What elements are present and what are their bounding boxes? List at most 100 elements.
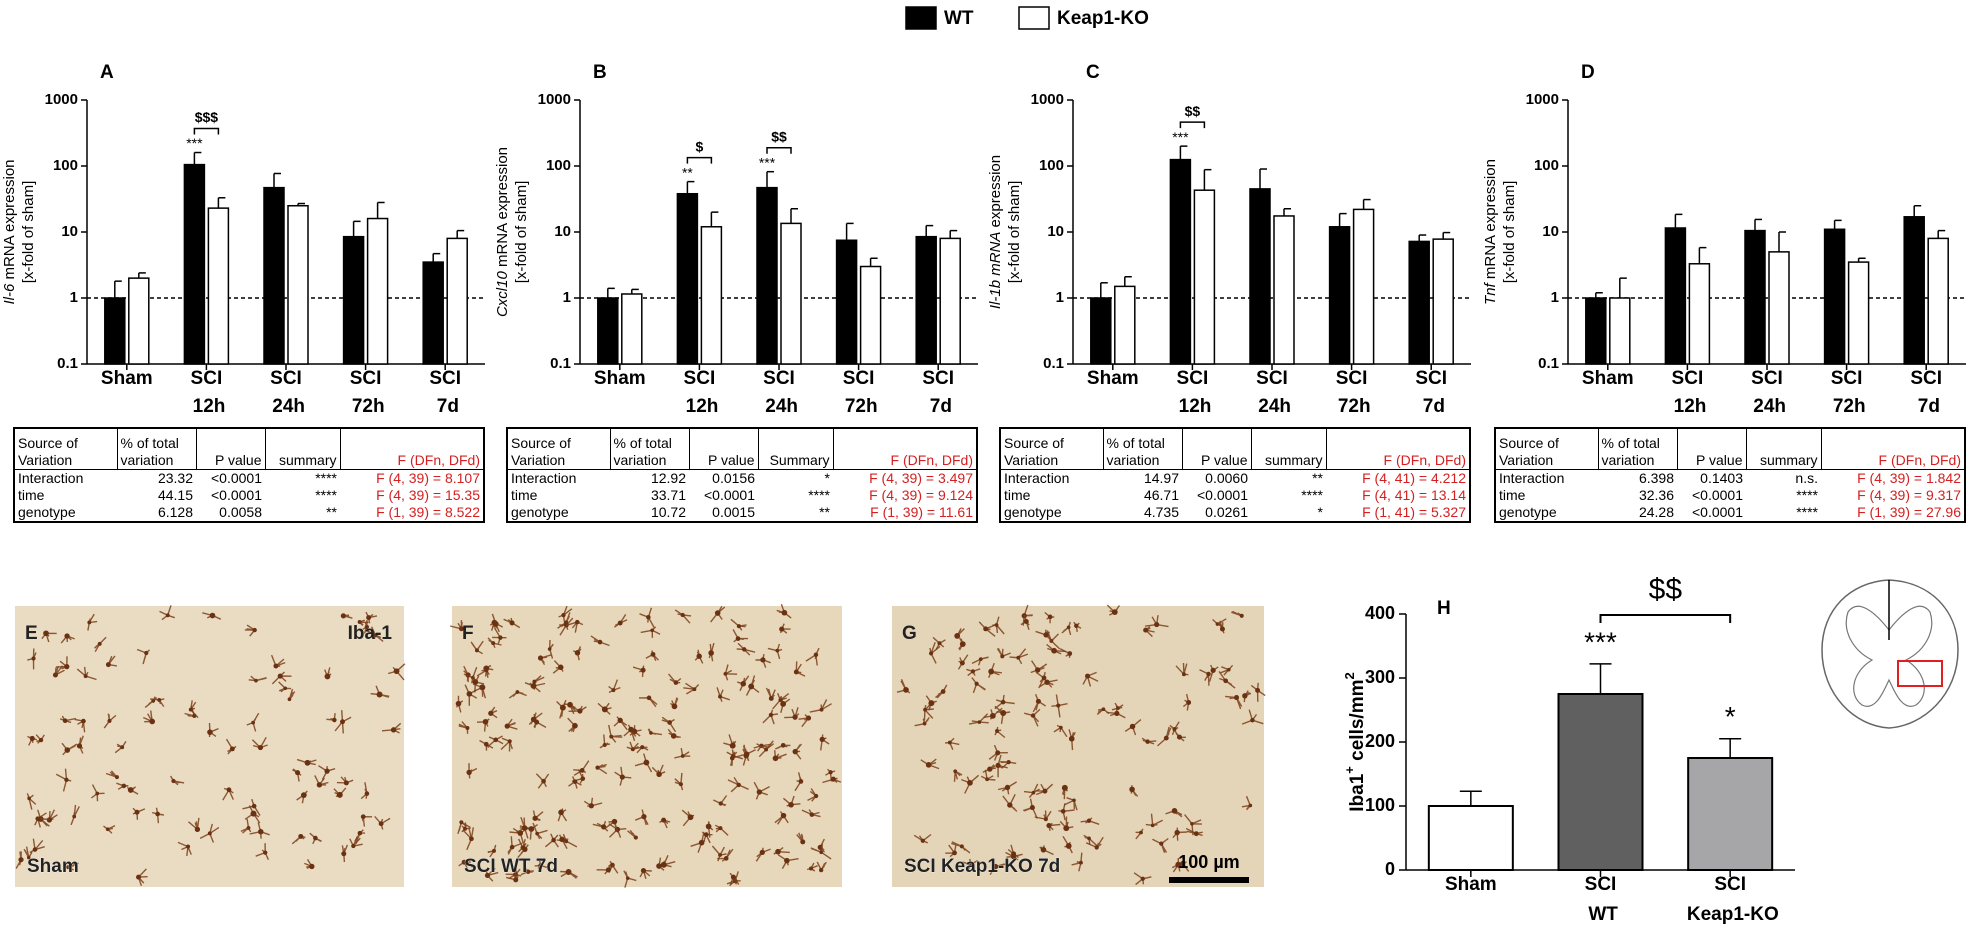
- microglia-body: [937, 641, 942, 646]
- y-tick-label: 10: [554, 223, 571, 240]
- y-axis-label: Il-1b mRNA expression: [987, 155, 1004, 309]
- x-tick-label: SCI 12h: [1173, 368, 1211, 417]
- legend-label: Keap1-KO: [1057, 8, 1149, 29]
- table-cell: F (4, 39) = 8.107: [376, 470, 480, 486]
- microglia-body: [1255, 687, 1261, 693]
- table-cell: Interaction: [511, 470, 577, 486]
- bar: [1768, 251, 1790, 365]
- microglia-body: [1066, 625, 1071, 630]
- microglia-body: [107, 718, 112, 723]
- microglia-body: [788, 801, 794, 808]
- microglia-cell: [776, 603, 792, 619]
- microglia-body: [954, 633, 961, 639]
- y-tick-label: 1000: [45, 91, 78, 108]
- table-cell: <0.0001: [704, 487, 755, 503]
- microglia-body: [273, 663, 279, 669]
- bar: [780, 222, 802, 365]
- microglia-body: [1190, 822, 1194, 826]
- microglia-body: [925, 762, 932, 768]
- microglia-cell: [59, 715, 77, 724]
- microglia-body: [760, 657, 766, 663]
- x-tick-label: SCI 72h: [1828, 368, 1866, 417]
- microglia-cell: [1082, 671, 1099, 687]
- microglia-body: [165, 613, 170, 618]
- microglia-cell: [1061, 621, 1072, 636]
- microglia-cell: [61, 742, 78, 756]
- microglia-cell: [596, 864, 615, 875]
- microglia-body: [114, 775, 119, 780]
- label-line: SCI: [350, 368, 382, 389]
- microglia-body: [251, 803, 257, 809]
- label-line: 12h: [1173, 396, 1211, 417]
- microglia-body: [1016, 655, 1021, 660]
- microglia-body: [705, 823, 712, 830]
- spinal-cord-outline: [1821, 579, 1959, 729]
- microglia-cell: [989, 863, 1007, 875]
- microglia-body: [254, 678, 258, 683]
- microglia-cell: [681, 809, 695, 827]
- microglia-cell: [249, 822, 270, 839]
- microglia-body: [538, 863, 544, 869]
- microglia-cell: [1034, 810, 1052, 820]
- microglia-body: [1060, 808, 1066, 814]
- microglia-cell: [571, 769, 584, 784]
- microglia-body: [105, 827, 110, 832]
- x-tick-label: SCI 72h: [840, 368, 878, 417]
- microglia-body: [819, 736, 825, 743]
- bar: [1114, 285, 1136, 365]
- microglia-body: [680, 612, 685, 618]
- microglia-cell: [568, 705, 587, 712]
- microglia-body: [579, 768, 585, 773]
- microglia-body: [35, 816, 41, 821]
- bar: [207, 207, 230, 365]
- microglia-cell: [334, 710, 352, 734]
- table-cell: Interaction: [18, 470, 84, 486]
- bar: [1585, 297, 1607, 365]
- comparison-label: $$: [771, 128, 787, 144]
- comparison-bracket: [193, 127, 220, 135]
- microglia-cell: [365, 626, 384, 642]
- microglia-cell: [988, 662, 1002, 678]
- microglia-body: [1063, 825, 1070, 832]
- x-tick-label: SCI 12h: [680, 368, 718, 417]
- microglia-cell: [980, 769, 996, 781]
- microglia-body: [561, 612, 566, 618]
- microglia-body: [537, 655, 544, 661]
- microglia-cell: [1085, 836, 1104, 849]
- microglia-cell: [1022, 604, 1033, 626]
- microglia-body: [784, 857, 790, 864]
- x-tick-label: SCI 12h: [187, 368, 225, 417]
- microglia-body: [575, 619, 580, 625]
- microglia-cell: [713, 795, 728, 807]
- microglia-body: [155, 811, 160, 817]
- y-axis-label-gene: Cxcl10: [494, 271, 511, 318]
- table-cell: 0.1403: [1700, 470, 1743, 486]
- label-line: Keap1-KO: [1682, 904, 1779, 925]
- microglia-body: [625, 876, 630, 880]
- microglia-cell: [248, 675, 267, 682]
- table-cell: 33.71: [650, 487, 686, 503]
- microglia-body: [1111, 609, 1118, 616]
- microglia-body: [947, 740, 952, 745]
- microglia-body: [105, 662, 111, 668]
- microglia-cell: [487, 637, 502, 649]
- microglia-cell: [137, 868, 148, 887]
- microglia-cell: [674, 772, 684, 791]
- microglia-cell: [796, 832, 804, 843]
- microglia-cell: [450, 620, 463, 630]
- microglia-body: [778, 698, 783, 702]
- y-tick-label: 100: [53, 157, 78, 174]
- microglia-body: [1239, 613, 1244, 618]
- microglia-cell: [674, 609, 692, 624]
- microglia-body: [967, 779, 973, 786]
- microglia-cell: [683, 682, 700, 695]
- microglia-body: [1180, 860, 1186, 867]
- microglia-body: [1101, 707, 1106, 712]
- microglia-cell: [945, 737, 960, 750]
- microglia-cell: [914, 716, 930, 727]
- microglia-cell: [188, 817, 200, 830]
- microglia-body: [1210, 667, 1216, 673]
- table-cell: time: [18, 487, 45, 503]
- microglia-body: [29, 735, 35, 741]
- table-cell: time: [1004, 487, 1031, 503]
